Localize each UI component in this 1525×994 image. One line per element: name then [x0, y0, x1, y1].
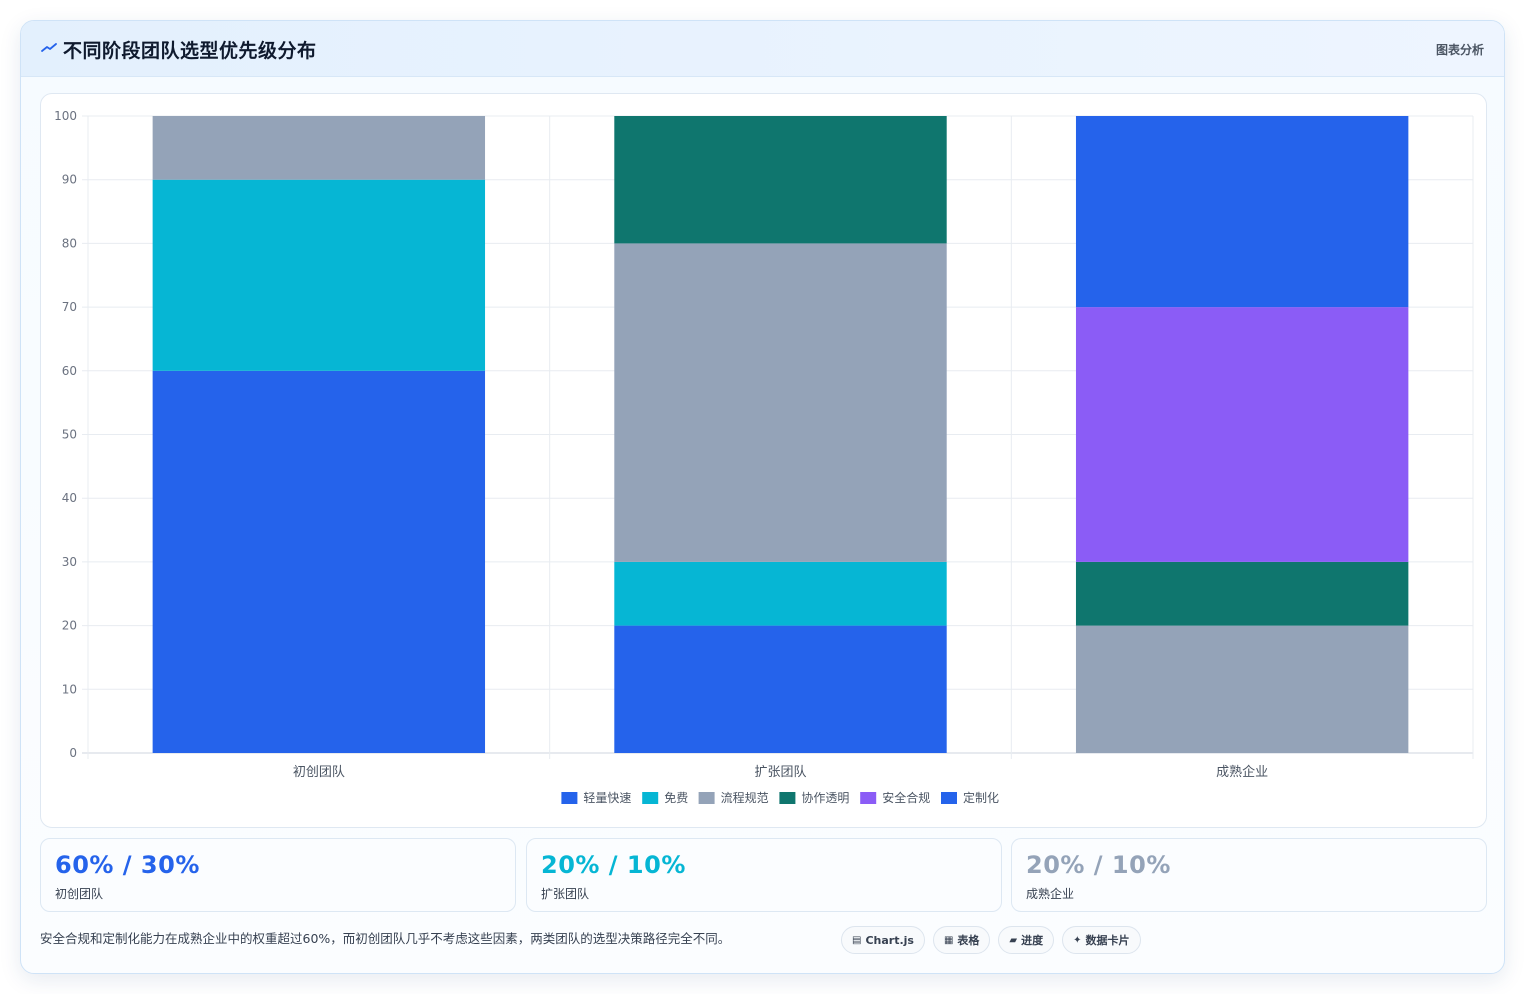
y-tick-label: 90 [62, 173, 77, 187]
pill-data-card[interactable]: ✦ 数据卡片 [1062, 926, 1141, 954]
kpi-value: 20% / 10% [541, 851, 686, 879]
chart-panel: 0 10 20 30 40 50 60 70 80 90 100 初创团队 扩张团队 成熟企业轻量快速 免费… [40, 93, 1487, 828]
kpi-label: 成熟企业 [1026, 887, 1075, 901]
chart-card: 不同阶段团队选型优先级分布 图表分析 0 10 20 30 40 50 60 70 80 90 10… [20, 20, 1505, 974]
kpi-card-expansion: 20% / 10% 扩张团队 [526, 838, 1002, 912]
x-tick-label: 成熟企业 [1216, 764, 1268, 780]
legend-swatch [779, 792, 796, 804]
legend-swatch [561, 792, 578, 804]
legend-label: 定制化 [963, 790, 999, 805]
bar-segment [614, 243, 947, 562]
card-header: 不同阶段团队选型优先级分布 图表分析 [21, 21, 1504, 77]
page-title: 不同阶段团队选型优先级分布 [63, 40, 317, 62]
bar-segment [614, 116, 947, 244]
chart-analysis-tag[interactable]: 图表分析 [1435, 43, 1484, 57]
bar-segment [1075, 625, 1409, 753]
y-tick-label: 70 [62, 300, 77, 314]
legend-swatch [860, 792, 877, 804]
legend-swatch [698, 792, 715, 804]
bar-segment [152, 370, 486, 753]
bar-segment [1075, 307, 1409, 562]
pill-label: 表格 [957, 934, 980, 947]
pill-table[interactable]: ▦ 表格 [932, 926, 991, 954]
kpi-value: 60% / 30% [55, 851, 200, 879]
kpi-value: 20% / 10% [1026, 851, 1171, 879]
x-tick-label: 初创团队 [293, 765, 345, 780]
kpi-label: 扩张团队 [541, 887, 590, 901]
y-tick-label: 0 [69, 746, 77, 760]
legend-swatch [642, 792, 659, 804]
legend-label: 协作透明 [801, 790, 849, 805]
y-tick-label: 100 [54, 109, 77, 123]
insight-note: 安全合规和定制化能力在成熟企业中的权重超过60%，而初创团队几乎不考虑这些因素，… [40, 931, 731, 946]
legend-label: 安全合规 [882, 790, 930, 805]
chart-icon: ▤ [852, 934, 862, 946]
y-tick-label: 60 [62, 364, 77, 378]
y-tick-label: 20 [62, 619, 77, 633]
pill-label: 进度 [1021, 934, 1044, 947]
progress-icon: ▰ [1009, 934, 1018, 946]
bar-segment [614, 625, 947, 753]
bar-segment [1075, 116, 1409, 308]
y-tick-label: 10 [62, 682, 77, 696]
legend-label: 免费 [664, 790, 688, 805]
pill-chartjs[interactable]: ▤ Chart.js [841, 926, 925, 954]
legend-label: 轻量快速 [583, 791, 631, 805]
y-tick-label: 80 [62, 236, 77, 250]
kpi-card-enterprise: 20% / 10% 成熟企业 [1011, 838, 1487, 912]
y-tick-label: 50 [62, 428, 77, 442]
bar-segment [152, 179, 486, 371]
bar-segment [614, 561, 947, 626]
card-icon: ✦ [1073, 934, 1082, 946]
kpi-card-startup: 60% / 30% 初创团队 [40, 838, 516, 912]
x-tick-label: 扩张团队 [754, 765, 806, 780]
y-tick-label: 30 [62, 555, 77, 569]
pill-progress[interactable]: ▰ 进度 [998, 926, 1055, 954]
legend-label: 流程规范 [721, 790, 769, 805]
pill-label: Chart.js [865, 933, 914, 947]
tool-pills: ▤ Chart.js ▦ 表格 ▰ 进度 ✦ 数据卡片 [841, 926, 1141, 954]
pill-label: 数据卡片 [1085, 934, 1130, 947]
kpi-label: 初创团队 [55, 887, 104, 901]
bar-segment [152, 116, 486, 180]
y-tick-label: 40 [62, 491, 77, 505]
bar-segment [1075, 561, 1409, 626]
legend-swatch [941, 792, 957, 804]
trend-icon [41, 43, 57, 52]
table-icon: ▦ [943, 934, 954, 946]
